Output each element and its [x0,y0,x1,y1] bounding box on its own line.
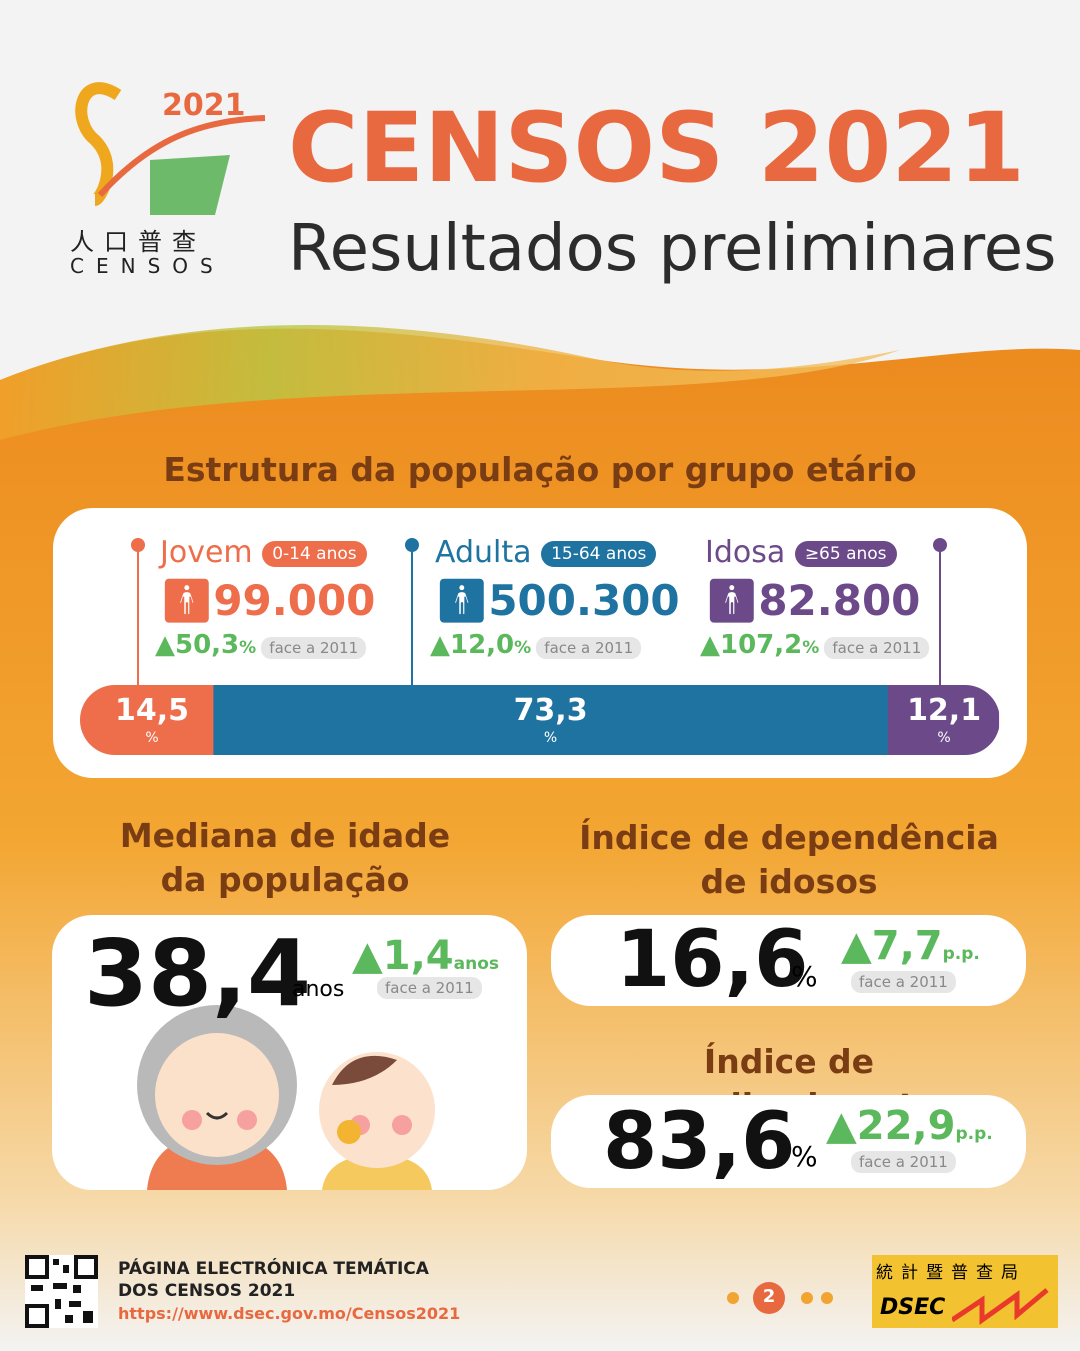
logo-year: 2021 [162,88,246,123]
title-line: de idosos [700,862,878,901]
change-unit: % [239,638,257,658]
agency-chinese: 統計暨普查局 [876,1263,1026,1283]
group-population: 🚹︎99.000 [160,576,376,625]
change-unit: % [514,638,532,658]
illustration [137,1005,435,1190]
change-value: 50,3 [175,630,240,660]
bar-segment [80,685,215,755]
compare-text: face a 2011 [261,637,367,659]
change-unit: p.p. [955,1124,993,1144]
logo-text: CENSOS [70,254,225,278]
footer-line: PÁGINA ELECTRÓNICA TEMÁTICA [118,1259,429,1279]
change-value: 1,4 [382,933,454,979]
median-value: 38,4 [84,920,311,1027]
aging-unit: % [791,1140,818,1173]
dependency-card: 16,6 % ▲7,7p.p. face a 2011 [551,915,1026,1006]
group-change: ▲50,3% face a 2011 [155,630,375,660]
section-title: Estrutura da população por grupo etário [163,450,917,489]
share-bar: 14,5% 73,3% 12,1% [80,538,1000,755]
group-name: Jovem [160,535,253,570]
median-unit: anos [292,977,345,1002]
agency-logo: 統計暨普查局 DSEC [872,1255,1058,1328]
compare-text: face a 2011 [824,637,930,659]
group-population: 🚹︎82.800 [705,576,921,625]
change-unit: p.p. [942,944,980,964]
group: Jovem 0-14 anos 🚹︎99.000 ▲50,3% face a 2… [155,535,376,660]
pin-head [405,538,419,552]
change-value: 107,2 [720,630,803,660]
group-change: ▲107,2% face a 2011 [700,630,930,660]
change-unit: anos [453,954,499,974]
title: CENSOS 2021 [288,92,1025,204]
subtitle: Resultados preliminares [288,212,1057,286]
bar-segment [887,685,1000,755]
aging-change: ▲22,9p.p. [826,1103,993,1149]
group: Adulta 15-64 anos 🚹︎500.300 ▲12,0% face … [430,535,680,660]
title-line: Mediana de idade [119,816,451,855]
group-header: Idosa ≥65 anos [705,535,929,570]
dependency-value: 16,6 [616,915,809,1005]
agency-name: DSEC [880,1295,946,1320]
group-population: 🚹︎500.300 [435,576,680,625]
compare-text: face a 2011 [851,971,956,993]
compare: face a 2011 [377,977,482,999]
footer-url[interactable]: https://www.dsec.gov.mo/Censos2021 [118,1304,461,1323]
footer-line: DOS CENSOS 2021 [118,1281,296,1301]
section-title: Mediana de idade da população [50,814,520,902]
change-value: 22,9 [856,1103,956,1149]
compare: face a 2011 [851,971,956,993]
footer-text: PÁGINA ELECTRÓNICA TEMÁTICA DOS CENSOS 20… [118,1258,429,1302]
share-unit: % [544,730,557,746]
group-range: ≥65 anos [794,540,897,567]
median-card: 38,4 anos ▲1,4anos face a 2011 [52,915,527,1190]
group-change: ▲12,0% face a 2011 [430,630,680,660]
group-name: Adulta [435,535,532,570]
bar-segment [213,685,889,755]
change-value: 12,0 [450,630,515,660]
group-header: Jovem 0-14 anos [160,535,375,570]
agency-mark [952,1288,1049,1325]
share-unit: % [937,730,950,746]
share-unit: % [145,730,158,746]
change-value: 7,7 [871,923,943,969]
page-dots [727,1282,833,1314]
group-name: Idosa [705,535,786,570]
qr-code [25,1255,98,1328]
title-line: Índice de dependência [579,818,999,857]
share-label: 12,1 [907,693,981,728]
population: 99.000 [213,576,376,625]
median-change: ▲1,4anos [352,933,499,979]
group-header: Adulta 15-64 anos [435,535,680,570]
logo-chinese: 人口普查 [70,228,206,256]
share-label: 14,5 [115,693,189,728]
group-range: 15-64 anos [541,540,657,567]
group-range: 0-14 anos [262,540,367,567]
dependency-change: ▲7,7p.p. [841,923,980,969]
group: Idosa ≥65 anos 🚹︎82.800 ▲107,2% face a 2… [700,535,930,660]
aging-card: 83,6 % ▲22,9p.p. face a 2011 [551,1095,1026,1188]
compare: face a 2011 [851,1151,956,1173]
pin-head [933,538,947,552]
compare-text: face a 2011 [536,637,642,659]
pin-head [131,538,145,552]
bar-group [80,685,1000,755]
compare-text: face a 2011 [377,977,482,999]
dependency-unit: % [791,960,818,993]
compare-text: face a 2011 [851,1151,956,1173]
page-number: 2 [762,1286,776,1307]
share-label: 73,3 [514,693,588,728]
population: 500.300 [488,576,680,625]
population: 82.800 [758,576,921,625]
change-unit: % [802,638,820,658]
title-line: da população [160,860,410,899]
aging-value: 83,6 [603,1097,796,1187]
section-title: Índice de dependência de idosos [550,816,1028,904]
